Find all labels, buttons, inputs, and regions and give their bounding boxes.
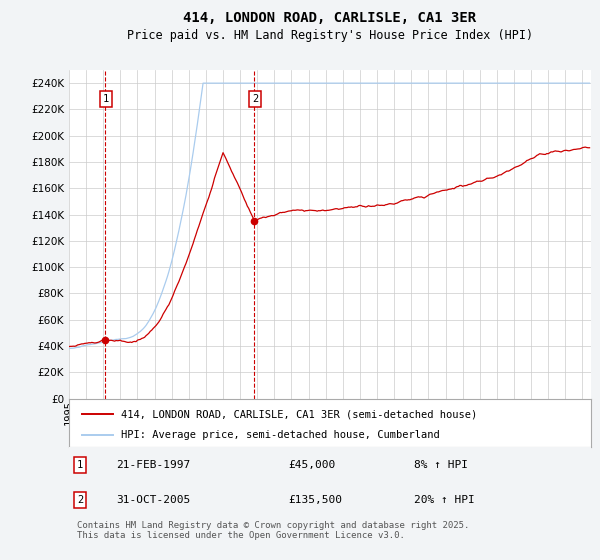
Text: HPI: Average price, semi-detached house, Cumberland: HPI: Average price, semi-detached house,… (121, 430, 440, 440)
Text: 31-OCT-2005: 31-OCT-2005 (116, 495, 190, 505)
Text: 1: 1 (103, 94, 109, 104)
Text: Contains HM Land Registry data © Crown copyright and database right 2025.
This d: Contains HM Land Registry data © Crown c… (77, 521, 469, 540)
Text: 21-FEB-1997: 21-FEB-1997 (116, 460, 190, 470)
Text: 2: 2 (252, 94, 258, 104)
Text: 414, LONDON ROAD, CARLISLE, CA1 3ER: 414, LONDON ROAD, CARLISLE, CA1 3ER (184, 11, 476, 25)
Text: 2: 2 (77, 495, 83, 505)
Text: Price paid vs. HM Land Registry's House Price Index (HPI): Price paid vs. HM Land Registry's House … (127, 29, 533, 42)
Text: 20% ↑ HPI: 20% ↑ HPI (413, 495, 474, 505)
Text: 1: 1 (77, 460, 83, 470)
Text: 8% ↑ HPI: 8% ↑ HPI (413, 460, 467, 470)
Text: 414, LONDON ROAD, CARLISLE, CA1 3ER (semi-detached house): 414, LONDON ROAD, CARLISLE, CA1 3ER (sem… (121, 409, 478, 419)
Text: £135,500: £135,500 (288, 495, 342, 505)
Text: £45,000: £45,000 (288, 460, 335, 470)
